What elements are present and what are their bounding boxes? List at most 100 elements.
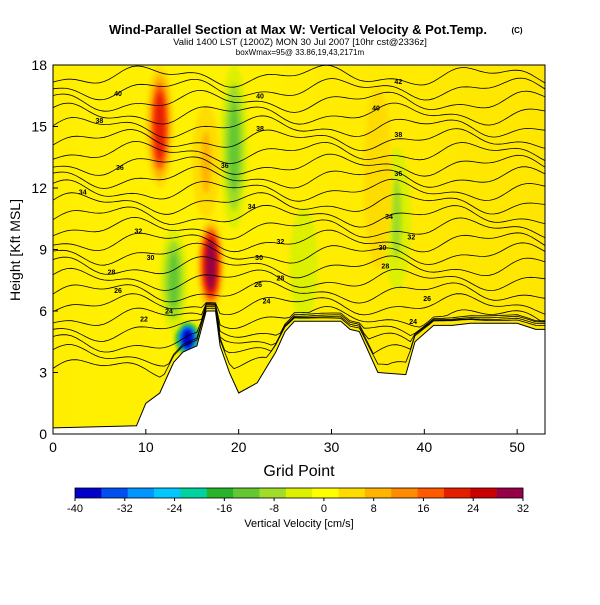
colorbar-segment: [496, 488, 524, 498]
downdraft-1: [159, 229, 188, 332]
theta-label: 24: [165, 309, 173, 316]
chart-title: Wind-Parallel Section at Max W: Vertical…: [109, 22, 487, 37]
theta-contour: [53, 216, 545, 240]
x-tick-label: 40: [417, 439, 433, 455]
colorbar-segment: [180, 488, 208, 498]
colorbar: -40 -32 -24 -16 -8 0 8 16 24 32: [67, 487, 529, 515]
y-tick-label: 12: [31, 180, 47, 196]
y-tick-label: 3: [39, 365, 47, 381]
colorbar-segment: [391, 488, 418, 498]
colorbar-segment: [443, 488, 471, 498]
theta-label: 36: [394, 171, 402, 178]
theta-label: 38: [96, 118, 104, 125]
theta-label: 34: [385, 214, 393, 221]
updraft-3-core: [372, 127, 383, 229]
updraft-0-core: [154, 92, 165, 161]
colorbar-tick-label: 32: [517, 503, 529, 515]
theta-contour: [53, 229, 545, 253]
colorbar-tick-label: -8: [269, 503, 279, 515]
updraft-2-core: [201, 131, 212, 194]
theta-label: 32: [135, 229, 143, 236]
theta-label: 30: [379, 245, 387, 252]
theta-label: 26: [423, 296, 431, 303]
y-tick-label: 6: [39, 303, 47, 319]
theta-contour: [53, 140, 545, 164]
theta-label: 32: [407, 235, 415, 242]
theta-contour: [53, 102, 545, 126]
theta-label: 26: [114, 288, 122, 295]
box-wmax-line: boxWmax=95@ 33.86,19,43,2171m: [236, 48, 365, 57]
x-tick-label: 30: [324, 439, 340, 455]
colorbar-segment: [312, 488, 339, 498]
downdraft-2: [220, 65, 249, 229]
colorbar-tick-label: -24: [167, 503, 183, 515]
theta-label: 28: [381, 263, 389, 270]
downdraft-3-core: [298, 233, 309, 296]
plot-area: 40 38 36 34 32 30 28 26 22 24 40 38 36 34 32 30 28 26 24 42…: [53, 65, 545, 434]
theta-label: 36: [221, 163, 229, 170]
theta-label: 40: [256, 93, 264, 100]
y-axis-label: Height [Kft MSL]: [7, 199, 23, 301]
theta-label: 40: [114, 91, 122, 98]
theta-contour: [53, 128, 545, 152]
valid-time-line: Valid 1400 LST (1200Z) MON 30 Jul 2007 […: [173, 37, 427, 48]
theta-contour: [53, 77, 545, 101]
theta-label: 28: [108, 270, 116, 277]
colorbar-segment: [154, 488, 181, 498]
theta-contour: [53, 304, 545, 353]
colorbar-tick-label: 0: [321, 503, 327, 515]
downdraft-1-core: [168, 252, 179, 309]
theta-contour: [53, 65, 545, 88]
colorbar-tick-label: -32: [117, 503, 133, 515]
colorbar-tick-label: 8: [371, 503, 377, 515]
theta-contour: [53, 166, 545, 189]
theta-contour-labels: 40 38 36 34 32 30 28 26 22 24 40 38 36 34 32 30 28 26 24 42…: [79, 79, 431, 326]
downdraft-2-core: [229, 101, 240, 193]
colorbar-segment: [259, 488, 287, 498]
theta-label: 24: [409, 319, 417, 326]
theta-contour: [53, 153, 545, 177]
theta-label: 40: [372, 106, 380, 113]
colorbar-segment: [206, 488, 234, 498]
colorbar-segment: [101, 488, 129, 498]
theta-label: 22: [140, 317, 148, 324]
x-axis-label: Grid Point: [263, 463, 335, 480]
colorbar-segment: [417, 488, 445, 498]
colorbar-label: Vertical Velocity [cm/s]: [244, 518, 353, 530]
updraft-2: [192, 106, 221, 219]
theta-contour: [53, 255, 545, 279]
colorbar-tick-label: -40: [67, 503, 83, 515]
colorbar-segment: [75, 488, 102, 498]
x-tick-label: 50: [509, 439, 525, 455]
theta-label: 24: [263, 298, 271, 305]
theta-label: 32: [277, 239, 285, 246]
theta-contour: [53, 306, 545, 367]
colorbar-segment: [285, 488, 313, 498]
theta-label: 30: [147, 255, 155, 262]
x-tick-label: 20: [231, 439, 247, 455]
colorbar-segment: [364, 488, 392, 498]
colorbar-tick-label: 16: [417, 503, 429, 515]
colorbar-tick-label: -16: [216, 503, 232, 515]
copyright-mark: (C): [511, 26, 522, 35]
theta-label: 38: [256, 126, 264, 133]
y-axis: 0 3 6 9 12 15 18: [31, 57, 58, 442]
theta-label: 28: [277, 276, 285, 283]
updraft-1-core: [205, 239, 216, 291]
theta-contour: [53, 115, 545, 139]
theta-contour: [53, 303, 545, 342]
downdraft-4-core: [391, 179, 402, 259]
theta-label: 26: [254, 282, 262, 289]
x-tick-label: 10: [138, 439, 154, 455]
theta-label: 30: [255, 255, 263, 262]
colorbar-tick-label: 24: [467, 503, 479, 515]
colorbar-segment: [338, 488, 366, 498]
updraft-3: [363, 85, 392, 270]
theta-label: 38: [394, 132, 402, 139]
colorbar-segment: [233, 488, 260, 498]
y-tick-label: 9: [39, 242, 47, 258]
theta-contour: [53, 280, 545, 304]
updraft-0: [145, 65, 174, 188]
